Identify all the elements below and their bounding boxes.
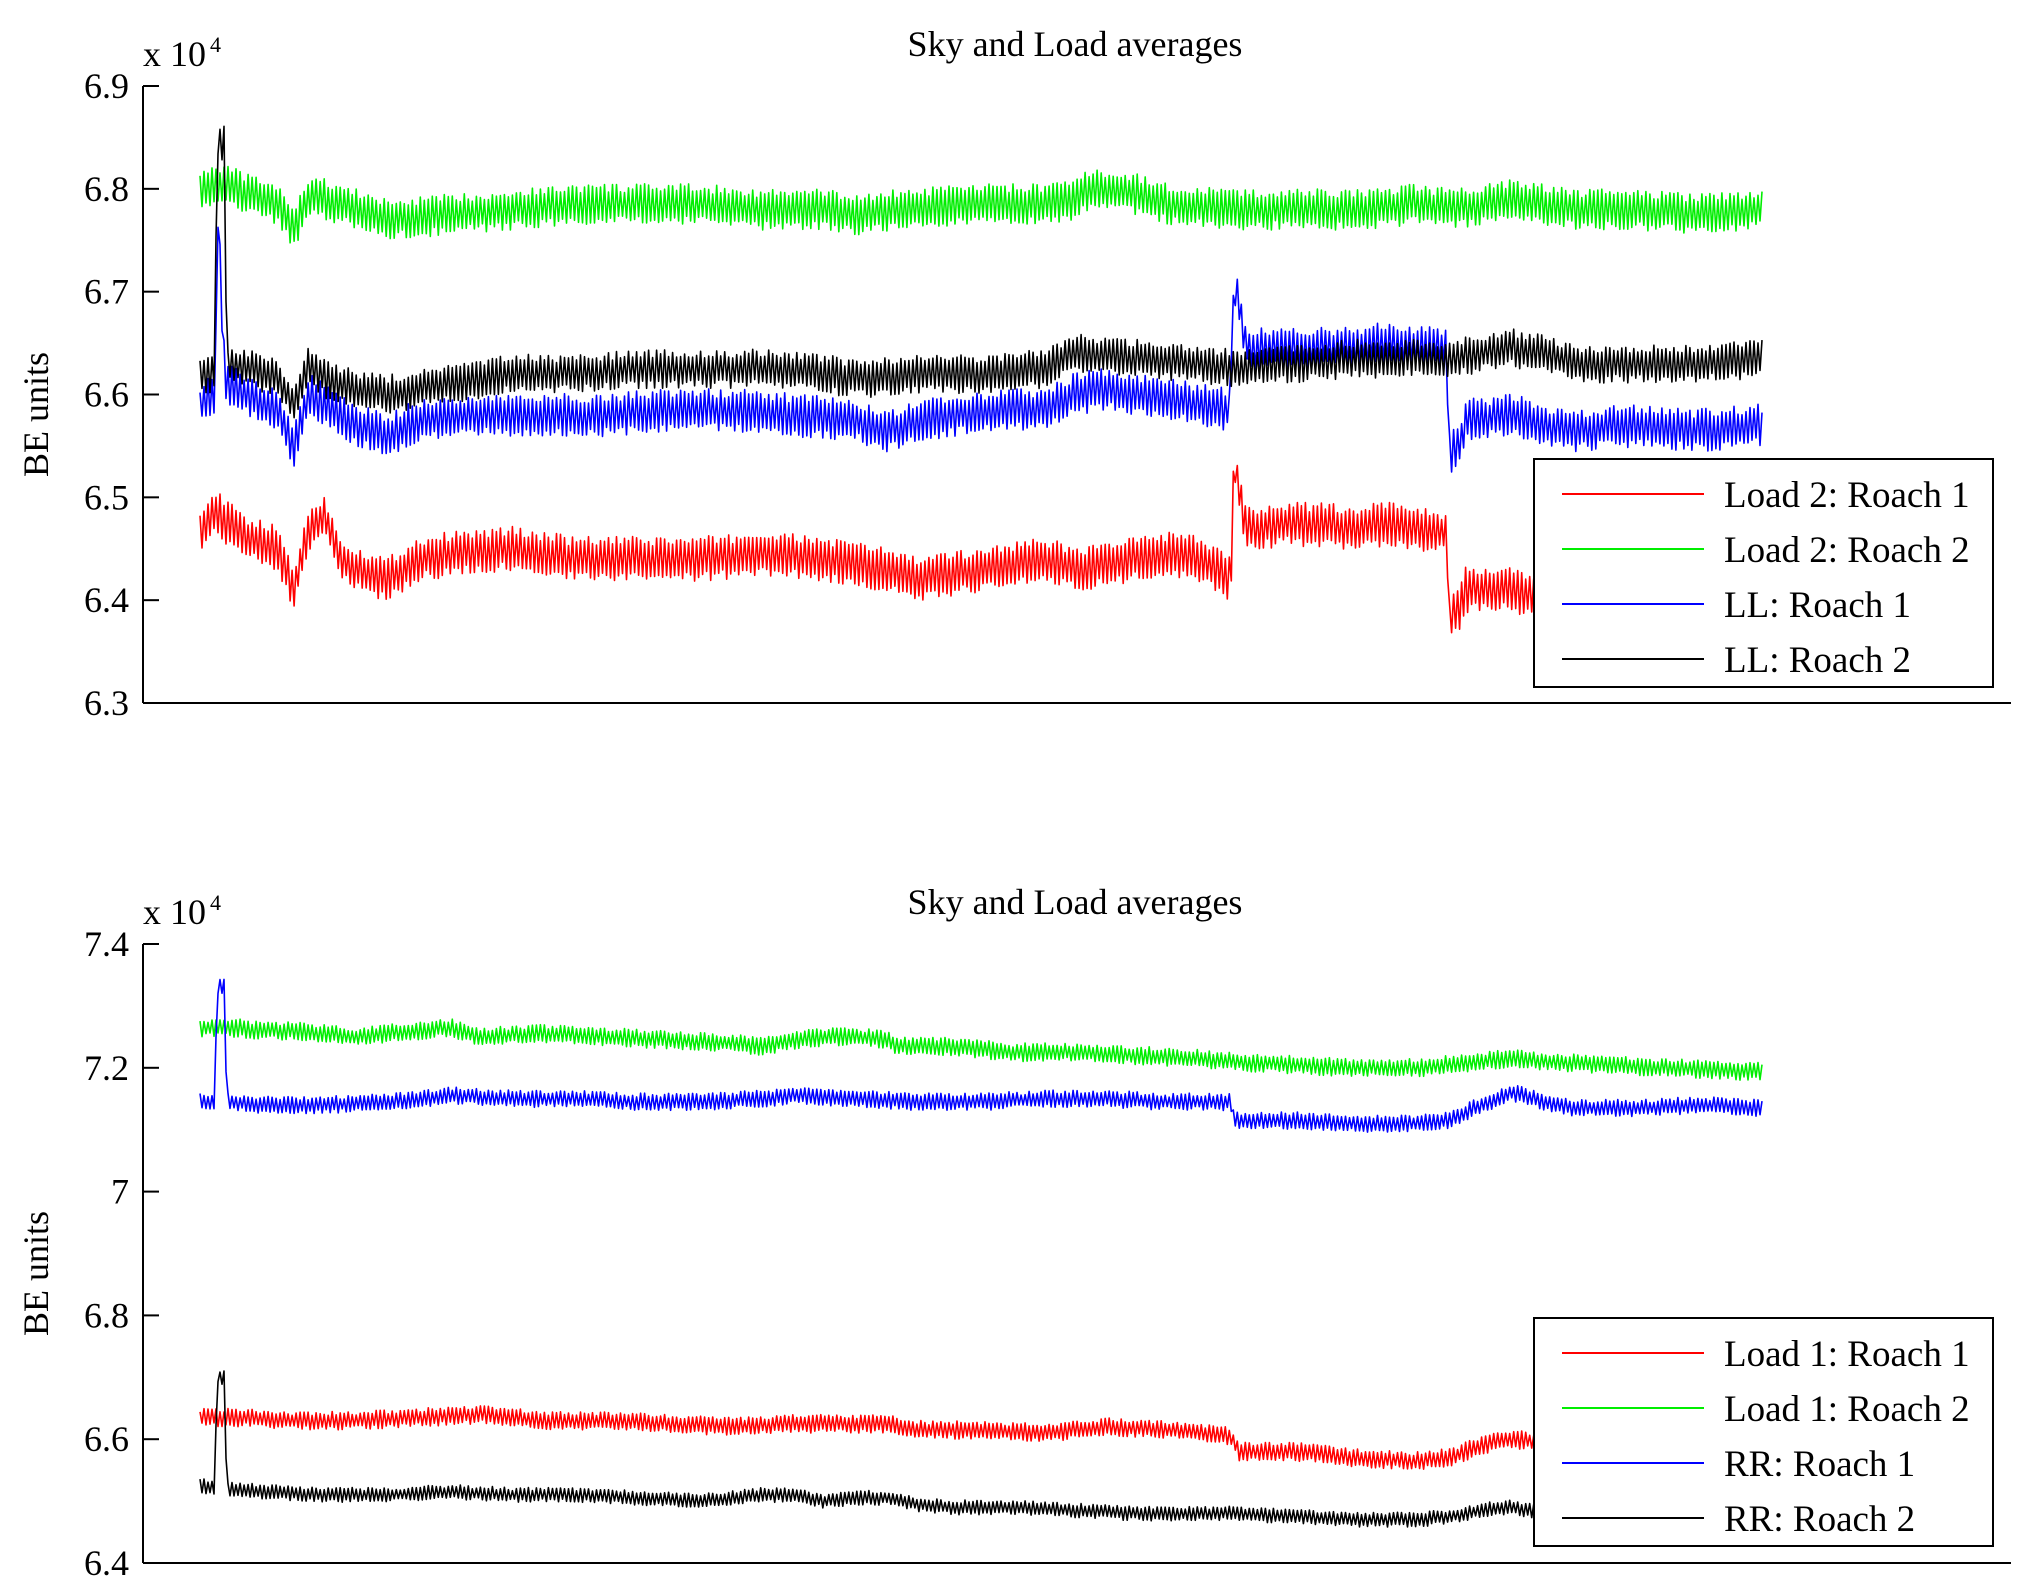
series-line [199, 125, 1763, 419]
bottom-chart: 6.4 6.6 6.8 7 7.2 7.4 x 10 4 Sky and Load averag… [16, 882, 2011, 1583]
chart-title: Sky and Load averages [908, 24, 1243, 64]
series-line [199, 978, 1763, 1133]
y-tick-label: 6.6 [84, 375, 129, 415]
top-chart: 6.3 6.4 6.5 6.6 6.7 6.8 6.9 x 10 4 Sky and Load a… [16, 24, 2011, 723]
legend-label: Load 1: Roach 2 [1724, 1389, 1970, 1430]
y-tick-label: 6.4 [84, 580, 129, 620]
y-tick-label: 7.2 [84, 1048, 129, 1088]
series-line [199, 226, 1763, 473]
y-tick-label: 7 [111, 1172, 129, 1212]
y-tick-label: 6.8 [84, 1295, 129, 1335]
legend-label: Load 2: Roach 1 [1724, 475, 1970, 516]
legend-label: RR: Roach 1 [1724, 1444, 1915, 1485]
legend-box [1533, 458, 1994, 688]
axis-exponent-label: x 10 [143, 892, 206, 932]
y-tick-label: 6.5 [84, 477, 129, 517]
series-line [199, 1018, 1763, 1081]
legend-label: RR: Roach 2 [1724, 1499, 1915, 1540]
axis-exponent-power: 4 [210, 890, 221, 915]
series-line [199, 1405, 1575, 1470]
legend-box [1533, 1317, 1994, 1547]
y-axis-label: BE units [16, 352, 56, 477]
legend-label: Load 1: Roach 1 [1724, 1334, 1970, 1375]
y-axis-label: BE units [16, 1211, 56, 1336]
axis-exponent-power: 4 [210, 32, 221, 57]
y-tick-label: 6.6 [84, 1419, 129, 1459]
y-tick-label: 6.9 [84, 66, 129, 106]
y-tick-label: 6.8 [84, 169, 129, 209]
legend-label: LL: Roach 1 [1724, 585, 1911, 626]
series-line [199, 464, 1575, 634]
y-tick-label: 7.4 [84, 924, 129, 964]
legend-label: Load 2: Roach 2 [1724, 530, 1970, 571]
y-tick-label: 6.7 [84, 272, 129, 312]
y-tick-label: 6.4 [84, 1543, 129, 1583]
chart-title: Sky and Load averages [908, 882, 1243, 922]
axis-exponent-label: x 10 [143, 34, 206, 74]
legend-label: LL: Roach 2 [1724, 640, 1911, 681]
series-line [199, 165, 1763, 244]
series-line [199, 1370, 1575, 1528]
y-tick-label: 6.3 [84, 683, 129, 723]
